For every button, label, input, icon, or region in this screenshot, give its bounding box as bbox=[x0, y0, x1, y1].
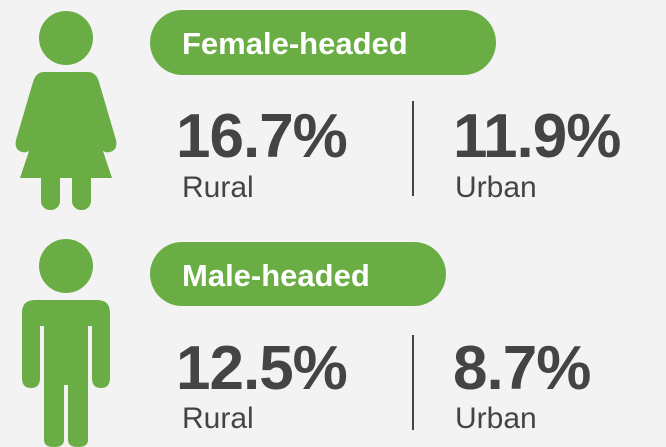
stat-label: Urban bbox=[455, 402, 537, 435]
label-pill bbox=[150, 10, 496, 75]
female-icon bbox=[15, 11, 117, 210]
group-label: Female-headed bbox=[182, 26, 408, 61]
stat-label: Rural bbox=[182, 171, 254, 204]
label-pill bbox=[150, 242, 446, 306]
group-label: Male-headed bbox=[182, 258, 370, 293]
stat-label: Rural bbox=[182, 402, 254, 435]
male-icon bbox=[22, 239, 110, 447]
stat-label: Urban bbox=[455, 171, 537, 204]
stat-value: 16.7% bbox=[176, 102, 347, 171]
stat-value: 12.5% bbox=[176, 334, 347, 403]
stat-value: 8.7% bbox=[453, 334, 590, 403]
stat-value: 11.9% bbox=[453, 102, 620, 171]
